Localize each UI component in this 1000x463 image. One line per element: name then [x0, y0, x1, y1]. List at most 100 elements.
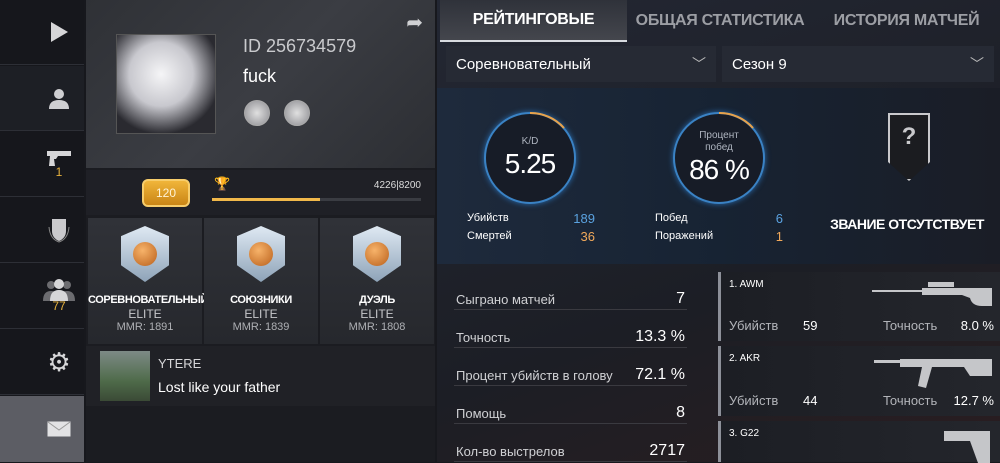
pistol-icon	[47, 151, 71, 166]
trophy-icon: 🏆	[214, 176, 231, 191]
dragon-medal-icon[interactable]	[284, 100, 310, 126]
sidebar-item-friends[interactable]: 77	[0, 264, 84, 329]
stat-row-matches: Сыграно матчей 7	[454, 272, 687, 310]
sidebar-item-mail[interactable]	[0, 396, 84, 462]
winrate-ring: Процент побед 86 %	[673, 112, 765, 204]
weapon-accuracy: 8.0 %	[960, 318, 994, 333]
rank-card-allies[interactable]: СОЮЗНИКИ ELITE MMR: 1839	[204, 218, 318, 344]
xp-progress-fill	[212, 198, 320, 201]
weapon-card[interactable]: 1. AWM Убийств 59 Точность 8.0 %	[718, 272, 1000, 341]
level-badge: 120	[142, 179, 190, 207]
stat-value: 13.3 %	[635, 328, 685, 345]
message-avatar	[100, 351, 150, 401]
stat-value: 2717	[649, 442, 685, 459]
sidebar: 1 77 ⚙	[0, 0, 84, 462]
mode-select[interactable]: Соревновательный ﹀	[446, 46, 716, 82]
xp-progress	[212, 198, 421, 201]
kd-ring: K/D 5.25	[484, 112, 576, 204]
shield-icon	[48, 219, 70, 243]
weapon-kills: 59	[803, 318, 818, 333]
wins-stat: Побед 6	[655, 211, 783, 226]
play-icon	[51, 22, 68, 42]
kills-stat: Убийств 189	[467, 211, 595, 226]
no-rank-badge-icon: ?	[888, 113, 930, 181]
losses-label: Поражений	[655, 230, 714, 242]
sidebar-item-play[interactable]	[0, 0, 84, 65]
stat-label: Помощь	[456, 406, 507, 421]
stat-value: 7	[676, 290, 685, 307]
mail-icon	[47, 421, 71, 437]
tab-match-history[interactable]: ИСТОРИЯ МАТЧЕЙ	[833, 12, 980, 29]
rank-tier: ELITE	[244, 307, 278, 321]
share-icon[interactable]: ➦	[406, 12, 423, 34]
stat-row-accuracy: Точность 13.3 %	[454, 310, 687, 348]
rank-mode: ДУЭЛЬ	[359, 294, 395, 306]
rank-emblem-icon	[353, 226, 401, 282]
sidebar-item-profile[interactable]	[0, 66, 84, 131]
weapon-card[interactable]: 3. G22	[718, 421, 1000, 463]
player-name: fuck	[243, 66, 277, 86]
weapon-accuracy-label: Точность	[883, 393, 938, 408]
weapon-card[interactable]: 2. AKR Убийств 44 Точность 12.7 %	[718, 346, 1000, 416]
rank-mode: СОЮЗНИКИ	[230, 294, 292, 306]
losses-value: 1	[775, 229, 783, 244]
season-select[interactable]: Сезон 9 ﹀	[722, 46, 994, 82]
rating-summary: K/D 5.25 Убийств 189 Смертей 36 Процент по…	[437, 88, 1000, 264]
player-id: ID 256734579	[243, 36, 357, 56]
winrate-value: 86 %	[689, 154, 750, 185]
chevron-down-icon: ﹀	[692, 56, 706, 72]
profile-header: ID 256734579 fuck ➦	[86, 0, 435, 168]
rank-mode: СОРЕВНОВАТЕЛЬНЫЙ	[88, 294, 209, 306]
kills-label: Убийств	[467, 212, 509, 224]
rank-emblem-icon	[237, 226, 285, 282]
rank-emblem-icon	[121, 226, 169, 282]
deaths-stat: Смертей 36	[467, 229, 595, 244]
stats-panel: РЕЙТИНГОВЫЕ ОБЩАЯ СТАТИСТИКА ИСТОРИЯ МАТ…	[437, 0, 1000, 463]
weapon-accuracy: 12.7 %	[953, 393, 994, 408]
message-preview[interactable]: YTERE Lost like your father	[86, 346, 435, 406]
weapon-kills: 44	[803, 393, 818, 408]
level-bar: 120 🏆 4226|8200	[86, 170, 435, 215]
chevron-down-icon: ﹀	[970, 56, 984, 72]
sidebar-item-clan[interactable]	[0, 198, 84, 263]
deaths-value: 36	[580, 229, 595, 244]
rank-card-competitive[interactable]: СОРЕВНОВАТЕЛЬНЫЙ ELITE MMR: 1891	[88, 218, 209, 344]
rank-mmr: MMR: 1808	[348, 321, 406, 333]
friends-icon	[43, 279, 75, 301]
weapon-kills-label: Убийств	[729, 318, 779, 333]
stat-row-assists: Помощь 8	[454, 386, 687, 424]
rank-status: ЗВАНИЕ ОТСУТСТВУЕТ	[830, 216, 984, 232]
stat-value: 8	[676, 404, 685, 421]
rank-mmr: MMR: 1839	[232, 321, 290, 333]
weapon-name: 2. AKR	[729, 353, 761, 364]
gear-icon: ⚙	[47, 346, 71, 377]
avatar[interactable]	[116, 34, 216, 134]
weapon-kills-label: Убийств	[729, 393, 779, 408]
winrate-label: Процент побед	[699, 130, 739, 153]
achievement-medal-icon[interactable]	[244, 100, 270, 126]
kills-value: 189	[573, 211, 595, 226]
deaths-label: Смертей	[467, 230, 512, 242]
sidebar-item-inventory[interactable]: 1	[0, 132, 84, 197]
pistol-icon	[944, 431, 990, 463]
stat-label: Кол-во выстрелов	[456, 444, 565, 459]
wins-value: 6	[775, 211, 783, 226]
stat-value: 72.1 %	[635, 366, 685, 383]
tab-general-stats[interactable]: ОБЩАЯ СТАТИСТИКА	[635, 12, 805, 29]
stat-label: Сыграно матчей	[456, 292, 556, 307]
kd-value: 5.25	[504, 148, 556, 179]
stat-label: Точность	[456, 330, 511, 345]
stat-row-headshots: Процент убийств в голову 72.1 %	[454, 348, 687, 386]
profile-panel: ID 256734579 fuck ➦ 120 🏆 4226|8200 СОРЕ…	[86, 0, 435, 462]
tab-ranked[interactable]: РЕЙТИНГОВЫЕ	[440, 0, 627, 42]
weapon-name: 1. AWM	[729, 279, 764, 290]
kd-label: K/D	[521, 136, 539, 147]
friends-badge: 77	[52, 299, 66, 313]
sidebar-item-settings[interactable]: ⚙	[0, 330, 84, 395]
season-select-value: Сезон 9	[732, 55, 787, 73]
message-user: YTERE	[158, 356, 202, 371]
stat-row-shots: Кол-во выстрелов 2717	[454, 424, 687, 462]
user-icon	[49, 89, 69, 109]
sniper-rifle-icon	[872, 282, 992, 306]
rank-card-duel[interactable]: ДУЭЛЬ ELITE MMR: 1808	[320, 218, 434, 344]
